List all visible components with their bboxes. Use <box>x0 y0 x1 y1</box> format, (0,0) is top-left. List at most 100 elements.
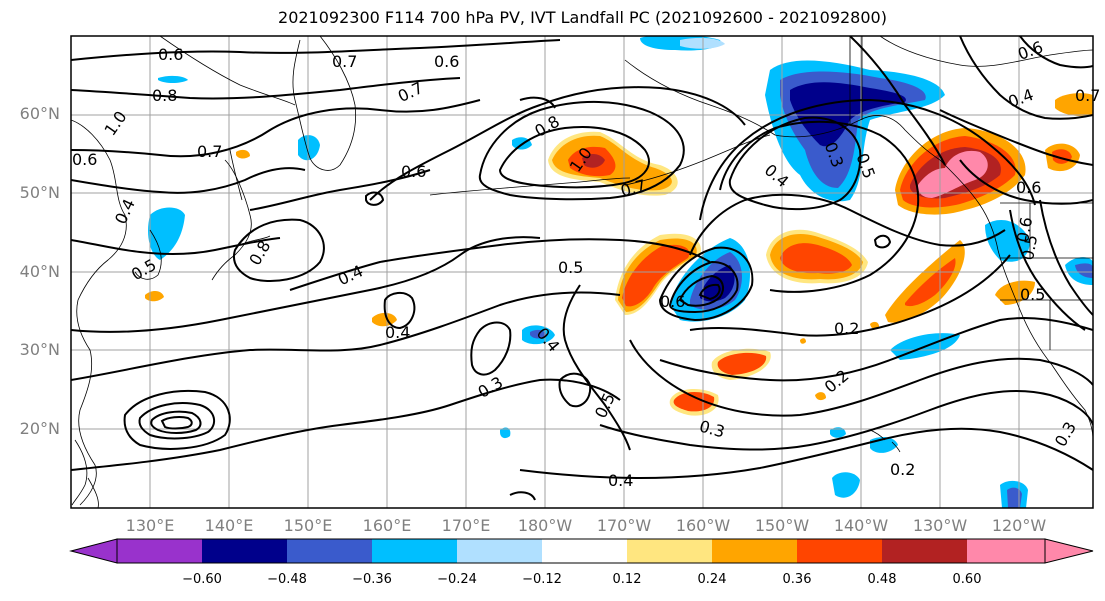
colorbar-extend-high <box>1044 538 1094 564</box>
contour-label: 0.5 <box>558 258 583 277</box>
contour-line <box>689 254 1011 337</box>
contour-line <box>71 167 306 194</box>
colorbar <box>69 538 1094 564</box>
colorbar-segment <box>627 539 712 563</box>
contour-line <box>71 237 281 256</box>
contour-label: 0.4 <box>335 261 366 289</box>
contour-line <box>1009 209 1086 331</box>
shade-positive <box>995 280 1035 305</box>
contour-line <box>659 317 1093 382</box>
contour-label: 0.4 <box>761 160 793 191</box>
colorbar-segment <box>882 539 967 563</box>
okhotsk-coast <box>159 36 296 106</box>
lon-label: 170°W <box>596 516 652 535</box>
shade-negative <box>298 135 320 161</box>
colorbar-tick-label: −0.48 <box>267 572 307 587</box>
colorbar-tick-label: 0.60 <box>952 572 982 587</box>
contour-label: 0.3 <box>1051 418 1080 450</box>
contour-line <box>658 246 754 322</box>
contour-line <box>689 193 1006 256</box>
colorbar-tick-label: −0.24 <box>437 572 477 587</box>
pv-contours <box>71 36 1093 501</box>
contour-label: 0.2 <box>890 460 915 479</box>
contour-line <box>249 169 431 211</box>
korea-coast <box>134 229 162 280</box>
contour-line <box>678 274 725 307</box>
lat-label: 40°N <box>19 262 60 281</box>
shade-positive <box>870 321 880 329</box>
colorbar-segment <box>457 539 542 563</box>
contour-line <box>150 410 202 434</box>
arctic-coast <box>879 36 1093 67</box>
lon-label: 180°W <box>517 516 573 535</box>
shade-positive <box>582 154 605 168</box>
contour-line <box>1019 36 1093 69</box>
colorbar-segment <box>967 539 1045 563</box>
contour-line <box>289 238 711 291</box>
colorbar-tick-label: 0.12 <box>612 572 642 587</box>
contour-line <box>939 109 1093 166</box>
colorbar-tick-label: −0.36 <box>352 572 392 587</box>
contour-line <box>123 389 231 450</box>
colorbar-extend-low <box>69 538 118 564</box>
contour-line <box>470 321 512 376</box>
contour-line <box>478 100 685 201</box>
lat-label: 30°N <box>19 340 60 359</box>
map-frame <box>70 35 1094 509</box>
contour-line <box>558 372 592 408</box>
colorbar-tick-label: 0.24 <box>697 572 727 587</box>
contour-label: 0.6 <box>660 292 685 311</box>
contour-label: 0.7 <box>1075 86 1100 105</box>
contour-line <box>71 291 621 381</box>
lon-label: 120°W <box>991 516 1047 535</box>
lon-label: 130°E <box>125 516 175 535</box>
contour-label: 0.7 <box>197 142 222 161</box>
contour-line <box>599 390 1093 451</box>
contour-line <box>519 427 1093 480</box>
contour-line <box>959 159 1093 205</box>
shade-positive <box>145 291 164 302</box>
shade-positive <box>673 391 715 412</box>
colorbar-tick-label: −0.12 <box>522 572 562 587</box>
contour-label: 0.4 <box>385 323 410 342</box>
contour-line <box>71 99 481 158</box>
contour-label: 0.3 <box>697 417 727 442</box>
lon-label: 150°W <box>754 516 810 535</box>
shade-negative <box>830 427 846 438</box>
contour-label: 0.6 <box>401 162 426 181</box>
contour-line <box>71 378 621 471</box>
contour-line <box>519 96 556 109</box>
shade-positive <box>780 243 852 274</box>
colorbar-tick-label: −0.60 <box>182 572 222 587</box>
lon-label: 140°W <box>833 516 889 535</box>
shade-negative <box>700 265 735 302</box>
contour-label: 0.2 <box>821 366 853 397</box>
colorbar-tick-label: 0.36 <box>782 572 812 587</box>
colorbar-segment <box>797 539 882 563</box>
shade-positive <box>885 240 965 323</box>
shade-negative <box>530 329 547 339</box>
lon-label: 150°E <box>283 516 333 535</box>
contour-label: 0.6 <box>72 150 97 169</box>
shade-negative <box>1007 487 1022 508</box>
shade-positive <box>815 392 826 401</box>
shade-positive <box>1055 93 1093 117</box>
contour-line <box>383 292 416 330</box>
lat-label: 20°N <box>19 419 60 438</box>
contour-line <box>365 191 385 206</box>
lon-label: 160°E <box>362 516 412 535</box>
colorbar-segment <box>202 539 287 563</box>
contour-label: 0.3 <box>475 373 507 402</box>
sakhalin-coast <box>229 149 243 201</box>
colorbar-segment <box>287 539 372 563</box>
contour-label: 0.2 <box>834 319 859 338</box>
contour-line <box>849 36 946 166</box>
map-title: 2021092300 F114 700 hPa PV, IVT Landfall… <box>278 8 887 27</box>
lat-label: 50°N <box>19 183 60 202</box>
contour-label: 1.0 <box>100 107 130 139</box>
contour-line <box>71 77 461 100</box>
contour-label: 0.6 <box>434 52 459 71</box>
contour-line <box>629 339 1093 417</box>
contour-line <box>719 120 920 293</box>
